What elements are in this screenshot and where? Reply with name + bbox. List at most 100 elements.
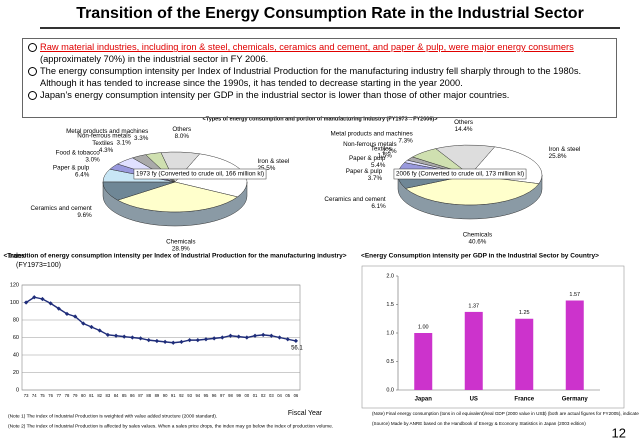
point: [228, 333, 233, 338]
y-tick-label: 0.5: [386, 359, 394, 365]
slice-value: 3.1%: [116, 139, 131, 146]
slice-label: Iron & steel: [549, 146, 581, 153]
bar: [515, 318, 534, 390]
x-tick-label: 01: [253, 393, 258, 398]
note: (Note) Final energy consumption (tons in…: [372, 411, 639, 416]
x-tick-label: 90: [163, 393, 168, 398]
pie-slice: [117, 181, 239, 213]
note: (Note 2) The index of Industrial Product…: [8, 423, 333, 429]
y-tick-label: 2.0: [386, 273, 394, 279]
chart-title: <Transition of energy consumption intens…: [3, 253, 346, 260]
x-tick-label: 77: [56, 393, 61, 398]
x-tick-label: 03: [269, 393, 274, 398]
slice-label: Paper & pulp: [53, 164, 90, 171]
bar: [565, 300, 584, 390]
x-tick-label: Japan: [415, 397, 433, 403]
y-tick-label: 60: [13, 335, 19, 341]
x-tick-label: 97: [220, 393, 225, 398]
slice-value: 3.3%: [134, 135, 149, 142]
note: (Note 1) The index of Industrial Product…: [8, 413, 217, 419]
data-label: 1.37: [468, 303, 479, 309]
page-number: 12: [612, 425, 626, 440]
x-tick-label: 96: [212, 393, 217, 398]
center-label: 2006 fy (Converted to crude oil, 173 mil…: [396, 171, 524, 178]
x-tick-label: US: [470, 397, 478, 403]
x-tick-label: 89: [155, 393, 160, 398]
slice-value: 14.4%: [455, 126, 473, 133]
plot-frame: [361, 265, 625, 409]
slice-label: Metal products and machines: [330, 131, 412, 138]
note: (Source) Made by ANRE based on the Handb…: [372, 421, 586, 426]
center-label-box: [393, 168, 527, 180]
slice-value: 3.7%: [368, 175, 383, 182]
bar: [464, 311, 483, 390]
x-tick-label: 82: [97, 393, 102, 398]
point: [154, 338, 160, 344]
slide-title: Transition of the Energy Consumption Rat…: [76, 5, 584, 22]
y-tick-label: 100: [10, 300, 19, 306]
point: [171, 340, 176, 345]
x-tick-label: 81: [89, 393, 94, 398]
highlight-text: Raw material industries, including iron …: [40, 42, 574, 52]
slice-label: Others: [172, 126, 191, 133]
x-tick-label: 85: [122, 393, 127, 398]
x-tick-label: 91: [171, 393, 176, 398]
data-label: 1.00: [418, 324, 429, 330]
slice-value: 25.5%: [257, 165, 275, 172]
chart-title: <Energy Consumption intensity per GDP in…: [361, 253, 599, 260]
slice-value: 7.3%: [398, 138, 413, 145]
point: [269, 333, 274, 338]
x-tick-label: 98: [228, 393, 233, 398]
x-tick-label: 04: [277, 393, 282, 398]
slice-label: Paper & pulp: [346, 168, 383, 175]
bullet-box: Raw material industries, including iron …: [22, 38, 617, 118]
y-axis-label: (FY1973=100): [16, 262, 61, 269]
y-axis-label: Index: [8, 253, 26, 260]
chart-title: <Types of energy consumption and portion…: [203, 116, 438, 122]
slice-label: Metal products and machines: [66, 128, 148, 135]
center-label: 1973 fy (Converted to crude oil, 166 mil…: [136, 171, 264, 178]
slice-label: Food & tobacco: [56, 150, 101, 157]
slice-value: 4.3%: [99, 147, 114, 154]
point: [252, 333, 258, 338]
y-tick-label: 0: [16, 387, 19, 393]
slice-label: Ceramics and cement: [324, 196, 385, 203]
point: [130, 335, 135, 340]
data-label: 56.1: [291, 345, 303, 351]
slice-label: Non-ferrous metals: [343, 141, 397, 148]
x-tick-label: 88: [146, 393, 151, 398]
slice-value: 6.4%: [75, 171, 90, 178]
slice-value: 28.9%: [172, 246, 190, 253]
point: [212, 336, 217, 341]
x-tick-label: Germany: [562, 397, 589, 403]
x-tick-label: 84: [114, 393, 119, 398]
point: [220, 335, 225, 340]
x-tick-label: 94: [195, 393, 200, 398]
x-tick-label: 92: [179, 393, 184, 398]
x-tick-label: 73: [24, 393, 29, 398]
bullet: The energy consumption intensity per Ind…: [27, 65, 612, 89]
x-tick-label: 95: [204, 393, 209, 398]
point: [244, 335, 249, 340]
data-label: 1.25: [519, 310, 530, 316]
slice-value: 6.1%: [371, 203, 386, 210]
bullet-text: (approximately 70%) in the industrial se…: [40, 54, 269, 64]
pie-slice: [405, 174, 540, 206]
point: [261, 332, 266, 337]
pie-slice: [160, 151, 201, 183]
y-tick-label: 0.0: [386, 387, 394, 393]
slice-value: 8.0%: [175, 133, 190, 140]
slice-value: 9.6%: [77, 212, 92, 219]
x-tick-label: 05: [285, 393, 290, 398]
x-tick-label: 99: [236, 393, 241, 398]
y-tick-label: 1.5: [386, 302, 394, 308]
x-tick-label: 87: [138, 393, 143, 398]
slice-label: Chemicals: [463, 231, 492, 238]
slice-value: 3.0%: [85, 157, 100, 164]
y-tick-label: 80: [13, 317, 19, 323]
x-tick-label: 06: [294, 393, 299, 398]
slice-label: Paper & pulp: [349, 155, 386, 162]
bar: [414, 333, 433, 390]
